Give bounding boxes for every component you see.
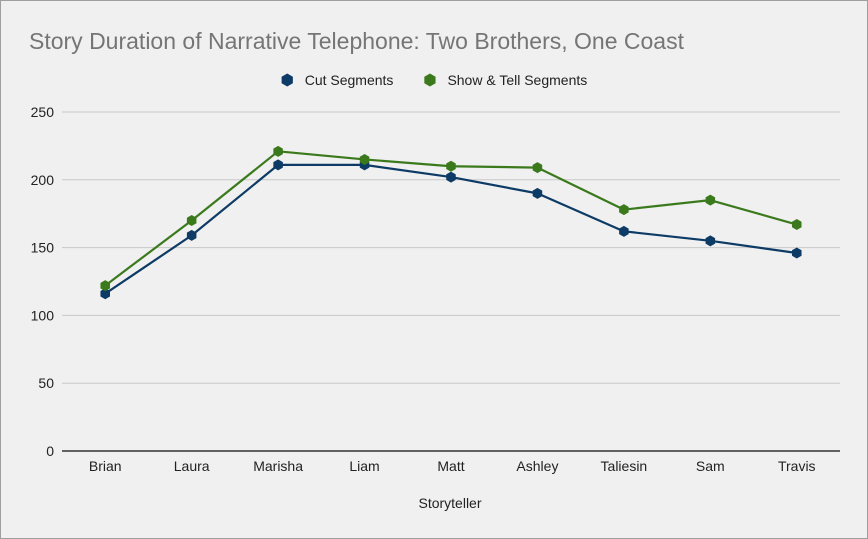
- series-markers: [100, 145, 802, 300]
- x-tick-label: Sam: [696, 458, 725, 474]
- data-point-show-tell-liam[interactable]: [359, 153, 370, 165]
- data-point-show-tell-brian[interactable]: [100, 280, 110, 292]
- legend-label: Cut Segments: [305, 72, 394, 88]
- x-tick-label: Marisha: [253, 458, 303, 474]
- legend-hexagon-icon: [424, 73, 436, 87]
- y-tick-label: 100: [31, 307, 55, 323]
- x-tick-label: Ashley: [516, 458, 558, 474]
- legend-item-show-and-tell-segments[interactable]: Show & Tell Segments: [424, 72, 587, 88]
- data-point-cut-matt[interactable]: [446, 171, 456, 183]
- x-tick-label: Liam: [349, 458, 379, 474]
- x-tick-label: Matt: [437, 458, 464, 474]
- data-point-show-tell-sam[interactable]: [705, 194, 716, 206]
- data-point-cut-sam[interactable]: [705, 235, 716, 247]
- x-tick-label: Taliesin: [601, 458, 648, 474]
- legend-label: Show & Tell Segments: [447, 72, 587, 88]
- data-point-cut-taliesin[interactable]: [619, 225, 629, 237]
- y-axis-ticks: 0 50 100 150 200 250: [31, 104, 55, 459]
- y-tick-label: 50: [38, 375, 54, 391]
- data-point-show-tell-laura[interactable]: [186, 214, 197, 226]
- y-tick-label: 250: [31, 104, 55, 120]
- data-point-show-tell-travis[interactable]: [792, 219, 802, 231]
- series-line-cut-segments: [104, 163, 797, 295]
- legend: Cut Segments Show & Tell Segments: [281, 72, 587, 88]
- data-point-cut-marisha[interactable]: [273, 159, 283, 171]
- x-tick-label: Brian: [89, 458, 122, 474]
- legend-hexagon-icon: [281, 73, 293, 87]
- data-point-show-tell-taliesin[interactable]: [619, 204, 629, 216]
- data-point-show-tell-marisha[interactable]: [273, 145, 283, 157]
- x-tick-label: Laura: [174, 458, 210, 474]
- y-tick-label: 150: [31, 240, 55, 256]
- x-axis-title: Storyteller: [418, 495, 481, 511]
- legend-item-cut-segments[interactable]: Cut Segments: [281, 72, 394, 88]
- chart-title: Story Duration of Narrative Telephone: T…: [29, 28, 685, 54]
- data-point-show-tell-matt[interactable]: [446, 160, 456, 172]
- data-point-cut-laura[interactable]: [186, 229, 197, 241]
- data-point-cut-ashley[interactable]: [532, 187, 543, 199]
- gridlines: [62, 111, 840, 384]
- data-point-cut-travis[interactable]: [792, 247, 802, 259]
- y-tick-label: 0: [46, 443, 54, 459]
- x-tick-label: Travis: [778, 458, 816, 474]
- data-point-show-tell-ashley[interactable]: [532, 162, 543, 174]
- x-axis-ticks: Brian Laura Marisha Liam Matt Ashley Taliesin S…: [89, 458, 816, 474]
- data-point-cut-brian[interactable]: [100, 288, 110, 300]
- y-tick-label: 200: [31, 172, 55, 188]
